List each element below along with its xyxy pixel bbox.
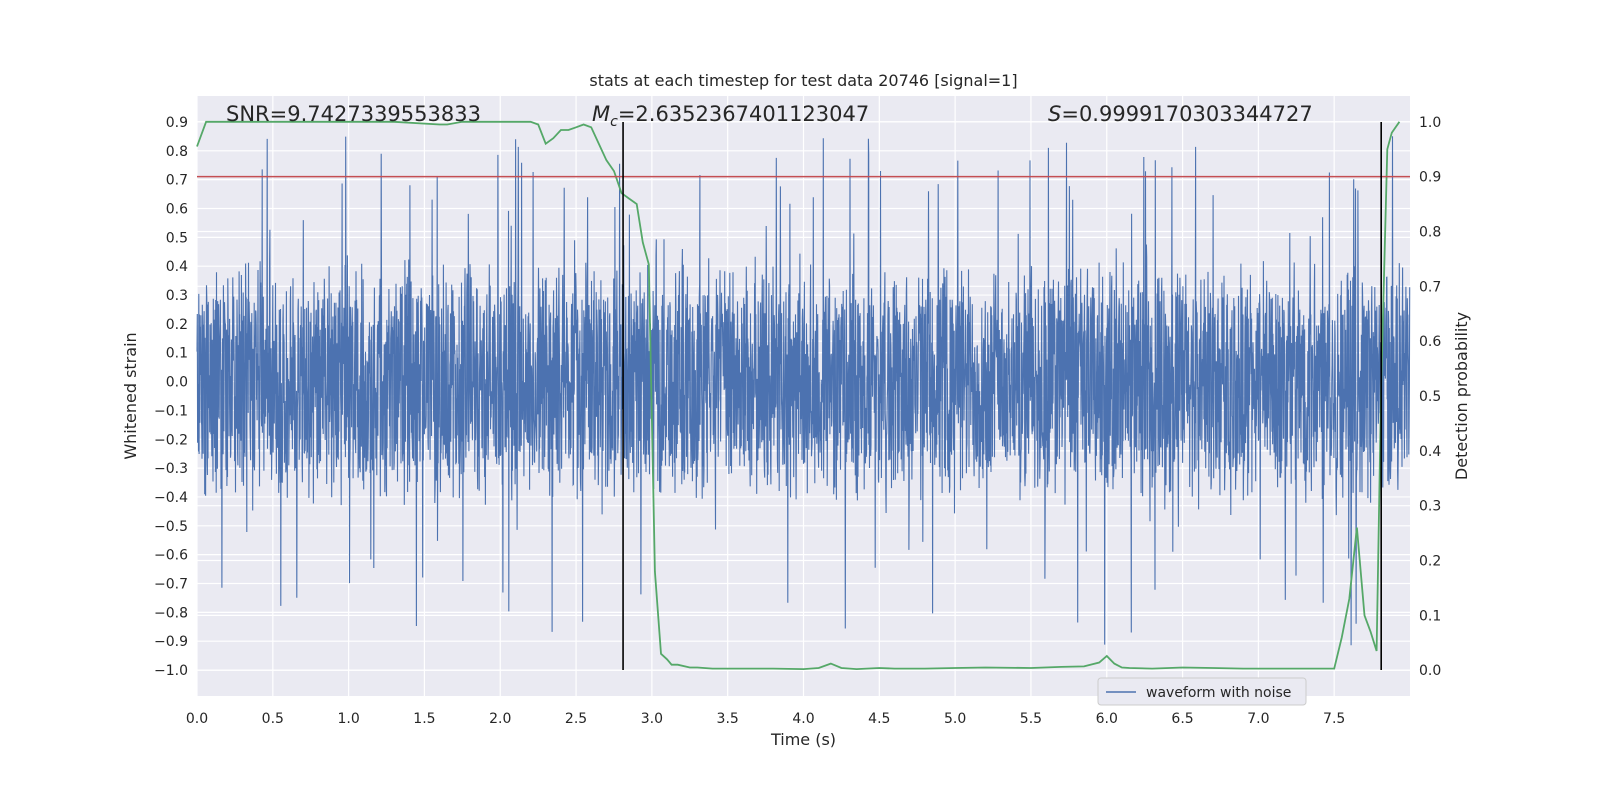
chart-title: stats at each timestep for test data 207…: [589, 71, 1017, 90]
y-tick-label-left: 0.3: [166, 288, 188, 304]
x-tick-label: 1.0: [337, 711, 359, 727]
y-tick-label-left: −0.2: [154, 432, 188, 448]
chirp-mass-subscript: c: [610, 114, 618, 130]
x-tick-label: 5.5: [1020, 711, 1042, 727]
chirp-mass-value: =2.6352367401123047: [618, 102, 869, 126]
x-tick-label: 4.0: [792, 711, 814, 727]
x-tick-label: 7.0: [1247, 711, 1269, 727]
probability-line: [196, 120, 1401, 671]
reference-lines: [197, 121, 1410, 671]
legend: waveform with noise: [1097, 677, 1307, 706]
x-tick-label: 4.5: [868, 711, 890, 727]
x-tick-label: 1.5: [413, 711, 435, 727]
y-tick-label-right: 0.4: [1419, 444, 1441, 460]
y-tick-label-left: −0.9: [154, 634, 188, 650]
y-tick-label-right: 0.3: [1419, 499, 1441, 515]
x-tick-label: 2.0: [489, 711, 511, 727]
y-tick-label-right: 0.1: [1419, 608, 1441, 624]
y-tick-label-left: 0.0: [166, 375, 188, 391]
y-tick-label-left: 0.1: [166, 346, 188, 362]
x-tick-label: 3.5: [717, 711, 739, 727]
y-tick-label-right: 0.2: [1419, 554, 1441, 570]
x-tick-label: 5.0: [944, 711, 966, 727]
statistic-annotation: S=0.9999170303344727: [1048, 102, 1313, 126]
x-tick-label: 6.0: [1096, 711, 1118, 727]
y-tick-label-left: −0.8: [154, 605, 188, 621]
y-tick-label-right: 1.0: [1419, 115, 1441, 131]
y-tick-label-left: −1.0: [154, 663, 188, 679]
x-tick-label: 0.5: [262, 711, 284, 727]
y-axis-label-left: Whitened strain: [121, 332, 140, 459]
y-tick-label-right: 0.9: [1419, 170, 1441, 186]
y-tick-label-left: −0.5: [154, 519, 188, 535]
y-tick-label-right: 0.5: [1419, 389, 1441, 405]
y-tick-label-left: 0.4: [166, 259, 188, 275]
legend-label: waveform with noise: [1146, 685, 1291, 701]
snr-annotation: SNR=9.7427339553833: [226, 102, 481, 126]
y-tick-label-left: −0.4: [154, 490, 188, 506]
x-tick-label: 2.5: [565, 711, 587, 727]
y-tick-label-left: 0.6: [166, 202, 188, 218]
x-tick-label: 6.5: [1171, 711, 1193, 727]
statistic-symbol: S: [1048, 102, 1061, 126]
y-tick-label-right: 0.0: [1419, 663, 1441, 679]
strain-series: [196, 136, 1411, 646]
statistic-value: =0.9999170303344727: [1061, 102, 1312, 126]
y-axis-label-right: Detection probability: [1452, 312, 1471, 480]
y-tick-label-left: 0.9: [166, 115, 188, 131]
legend-box: [1097, 677, 1307, 706]
y-tick-label-left: 0.5: [166, 230, 188, 246]
y-tick-label-left: −0.3: [154, 461, 188, 477]
x-axis-label: Time (s): [770, 730, 836, 749]
x-tick-label: 0.0: [186, 711, 208, 727]
y-tick-label-right: 0.6: [1419, 334, 1441, 350]
y-tick-label-left: −0.6: [154, 548, 188, 564]
chirp-mass-symbol: M: [592, 102, 610, 126]
y-tick-label-left: 0.7: [166, 173, 188, 189]
strain-line: [196, 136, 1411, 646]
y-tick-label-left: −0.1: [154, 403, 188, 419]
y-tick-label-left: −0.7: [154, 577, 188, 593]
y-tick-label-right: 0.8: [1419, 224, 1441, 240]
chirp-mass-annotation: Mc=2.6352367401123047: [592, 102, 869, 130]
x-tick-label: 3.0: [641, 711, 663, 727]
probability-series: [196, 120, 1401, 671]
ticks: 0.0 0.5 1.0 1.5 2.0 2.5 3.0 3.5 4.0 4.5 5.0 5.5 6.0 6…: [154, 115, 1441, 727]
y-tick-label-right: 0.7: [1419, 279, 1441, 295]
y-tick-label-left: 0.8: [166, 144, 188, 160]
x-tick-label: 7.5: [1323, 711, 1345, 727]
y-tick-label-left: 0.2: [166, 317, 188, 333]
